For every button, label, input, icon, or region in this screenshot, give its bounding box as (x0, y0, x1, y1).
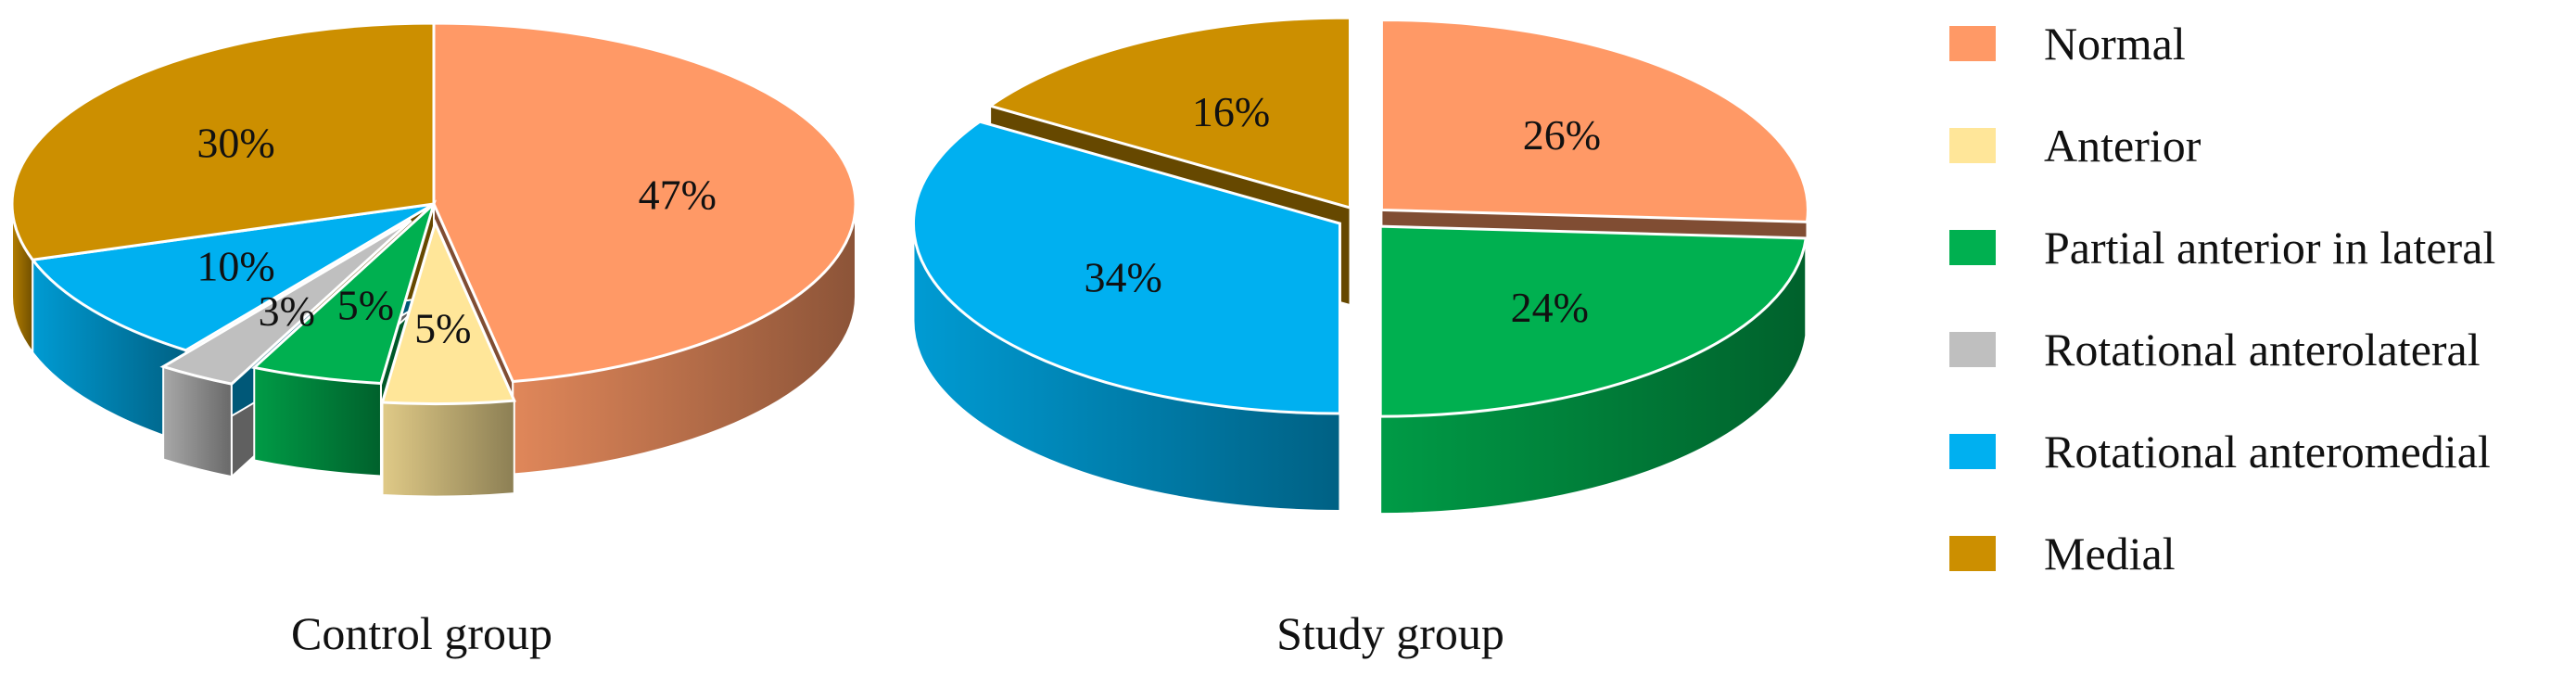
normal-label: 26% (1523, 111, 1601, 159)
legend-swatch-normal (1949, 26, 1996, 61)
partial-anterior-in-lateral-slice (1378, 224, 1808, 418)
normal-slice (1379, 18, 1809, 223)
pie-layer: 47% 5% 5% 3%10% 30% Control group 26% 24% 34% 16%… (10, 16, 1809, 659)
legend-entry-partial-anterior-in-lateral: Partial anterior in lateral (1949, 222, 2495, 274)
normal-label: 47% (639, 171, 717, 218)
anterior-slice (380, 219, 516, 406)
legend-swatch-medial (1949, 536, 1996, 571)
legend: Normal Anterior Partial anterior in latera… (1949, 18, 2495, 579)
legend-entry-normal: Normal (1949, 18, 2186, 70)
legend-swatch-rotational-anterolateral (1949, 332, 1996, 367)
rotational-anteromedial-slice (30, 202, 435, 352)
anterior-side (381, 400, 515, 498)
legend-swatch-rotational-anteromedial (1949, 434, 1996, 469)
rotational-anterolateral-slice (159, 219, 412, 386)
partial-anterior-in-lateral-label: 5% (337, 282, 394, 329)
legend-entry-medial: Medial (1949, 528, 2176, 579)
rotational-anteromedial-label: 10% (197, 242, 274, 289)
study-group-pie: 26% 24% 34% 16% Study group (912, 16, 1809, 659)
legend-swatch-anterior (1949, 128, 1996, 163)
medial-slice (10, 21, 436, 261)
anterior-label: 5% (414, 305, 471, 352)
medial-label: 30% (197, 120, 274, 167)
rotational-anteromedial-label: 34% (1085, 253, 1162, 300)
rotational-anterolateral-label: 3% (259, 287, 315, 335)
legend-entry-rotational-anterolateral: Rotational anterolateral (1949, 324, 2481, 375)
rotational-anteromedial-slice (912, 120, 1341, 415)
legend-entry-anterior: Anterior (1949, 120, 2202, 172)
medial-label: 16% (1192, 88, 1270, 135)
legend-swatch-partial-anterior-in-lateral (1949, 230, 1996, 265)
partial-anterior-in-lateral-label: 24% (1511, 284, 1589, 331)
partial-anterior-in-lateral-side (253, 366, 382, 477)
legend-label-normal: Normal (2044, 18, 2186, 70)
medial-slice (986, 16, 1352, 210)
control-group-caption: Control group (291, 607, 552, 659)
partial-anterior-in-lateral-slice (251, 199, 437, 386)
study-group-caption: Study group (1276, 607, 1504, 659)
legend-label-partial-anterior-in-lateral: Partial anterior in lateral (2044, 222, 2495, 274)
legend-label-rotational-anterolateral: Rotational anterolateral (2044, 324, 2481, 375)
legend-entry-rotational-anteromedial: Rotational anteromedial (1949, 426, 2491, 477)
control-group-pie: 47% 5% 5% 3%10% 30% Control group (10, 21, 857, 659)
legend-label-anterior: Anterior (2044, 120, 2202, 172)
legend-label-medial: Medial (2044, 528, 2176, 579)
legend-label-rotational-anteromedial: Rotational anteromedial (2044, 426, 2491, 477)
normal-slice (432, 21, 857, 384)
